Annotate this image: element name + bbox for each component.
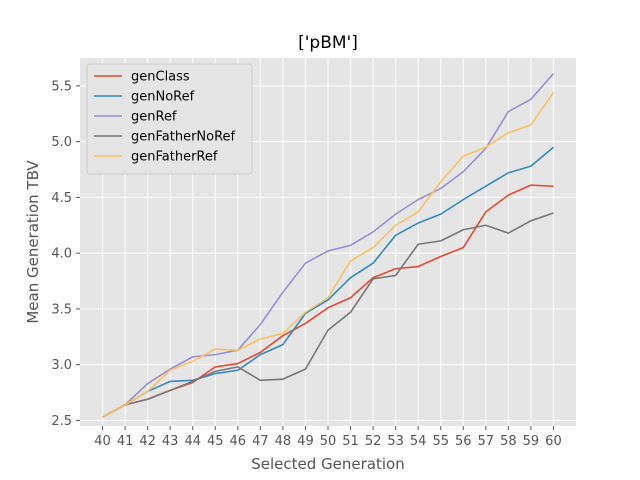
legend-label-genFatherNoRef: genFatherNoRef [131,130,236,145]
y-tick-label: 3.0 [51,358,72,373]
x-tick-label: 52 [365,434,382,449]
y-tick-label: 5.0 [51,135,72,150]
x-tick-label: 47 [252,434,269,449]
x-tick-label: 51 [342,434,359,449]
x-tick-label: 58 [500,434,517,449]
x-tick-label: 55 [432,434,449,449]
x-tick-label: 42 [139,434,156,449]
y-tick-label: 5.5 [51,79,72,94]
x-tick-label: 44 [184,434,201,449]
series-line-genFatherRef [102,92,555,418]
legend: genClass genNoRef genRef genFatherNoRef genF… [86,63,253,175]
legend-label-genNoRef: genNoRef [131,90,195,105]
x-tick-label: 53 [387,434,404,449]
x-tick-label: 57 [478,434,495,449]
x-tick-label: 50 [320,434,337,449]
y-axis-label: Mean Generation TBV [24,160,42,324]
x-tick-label: 45 [207,434,224,449]
legend-label-genRef: genRef [131,110,177,125]
x-axis-ticks: 40 41 42 43 44 45 46 47 48 49 50 51 52 53 54 55 56 57 58 59… [94,426,562,449]
y-tick-label: 2.5 [51,414,72,429]
x-tick-label: 60 [545,434,562,449]
y-tick-label: 3.5 [51,302,72,317]
x-tick-label: 46 [230,434,247,449]
x-tick-label: 49 [297,434,314,449]
y-axis-ticks: 2.5 3.0 3.5 4.0 4.5 5.0 5.5 [51,79,80,429]
x-tick-label: 54 [410,434,427,449]
series-line-genFatherNoRef [102,212,554,418]
x-axis-label: Selected Generation [251,455,404,473]
x-tick-label: 48 [275,434,292,449]
x-tick-label: 40 [94,434,111,449]
x-tick-label: 56 [455,434,472,449]
y-tick-label: 4.0 [51,247,72,262]
x-tick-label: 41 [117,434,134,449]
series-line-genNoRef [102,146,554,418]
legend-label-genFatherRef: genFatherRef [131,150,218,165]
y-tick-label: 4.5 [51,191,72,206]
legend-box [86,63,253,175]
legend-label-genClass: genClass [131,70,190,85]
chart-title: ['pBM'] [298,33,358,53]
series-line-genRef [102,73,555,418]
series-lines [102,73,555,418]
x-tick-label: 59 [523,434,540,449]
x-tick-label: 43 [162,434,179,449]
